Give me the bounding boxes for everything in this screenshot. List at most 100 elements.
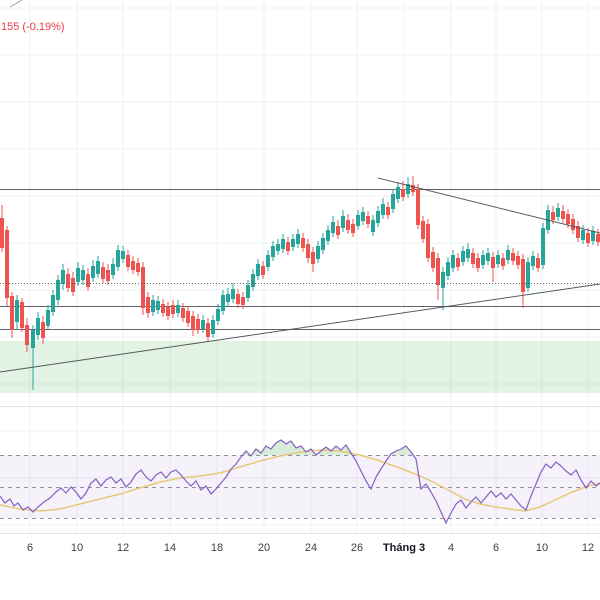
candle-body: [181, 308, 185, 318]
candle-body: [466, 249, 470, 258]
time-tick-label: 26: [350, 542, 364, 554]
grid: [0, 0, 600, 533]
candle-body: [186, 311, 190, 323]
candle-body: [571, 219, 575, 230]
candle-body: [311, 252, 315, 264]
candle-body: [451, 255, 455, 268]
candle-body: [161, 304, 165, 313]
candle-body: [581, 230, 585, 240]
candle-body: [156, 301, 160, 310]
candle-body: [121, 251, 125, 259]
candle-body: [426, 224, 430, 258]
candle-body: [456, 258, 460, 267]
candle-body: [596, 234, 600, 242]
price-change-label: 155 (-0.19%): [1, 21, 65, 33]
candle-body: [96, 261, 100, 274]
candle-body: [511, 253, 515, 261]
candle-body: [271, 246, 275, 257]
candle-body: [406, 184, 410, 194]
candle-body: [36, 318, 40, 335]
time-tick-label: 20: [257, 542, 271, 554]
candle-body: [66, 274, 70, 288]
candle-body: [441, 272, 445, 288]
candle-body: [446, 262, 450, 276]
candle-body: [101, 267, 105, 279]
candle-body: [351, 224, 355, 233]
candle-body: [306, 244, 310, 258]
candle-body: [126, 255, 130, 267]
candle-body: [361, 212, 365, 221]
candle-body: [471, 253, 475, 264]
candle-body: [521, 259, 525, 292]
candle-body: [61, 270, 65, 284]
candle-body: [141, 267, 145, 308]
candle-body: [416, 189, 420, 225]
rsi-line: [0, 439, 600, 525]
candle-body: [111, 264, 115, 275]
candle-body: [476, 258, 480, 268]
candle-body: [51, 295, 55, 312]
candle-body: [151, 300, 155, 312]
candle-body: [131, 261, 135, 270]
candle-body: [216, 309, 220, 321]
candle-body: [336, 226, 340, 235]
time-tick-label: 6: [26, 542, 34, 554]
support-zone[interactable]: [0, 341, 600, 393]
time-axis[interactable]: 6 10 12 14 18 20 24 26 Tháng 3 4 6 10 12: [0, 540, 600, 560]
candle-body: [266, 255, 270, 267]
candle-body: [356, 215, 360, 226]
time-tick-label: 4: [447, 542, 455, 554]
candle-body: [0, 218, 4, 248]
candle-body: [136, 263, 140, 272]
candle-body: [386, 207, 390, 215]
candle-body: [556, 208, 560, 217]
candle-body: [461, 251, 465, 262]
candle-body: [241, 297, 245, 305]
candle-body: [31, 330, 35, 348]
candle-body: [291, 239, 295, 247]
candle-body: [296, 234, 300, 244]
candle-body: [591, 231, 595, 241]
candle-body: [91, 266, 95, 278]
candle-body: [146, 297, 150, 313]
time-tick-label: 18: [210, 542, 224, 554]
candle-body: [276, 244, 280, 251]
candle-body: [71, 278, 75, 292]
candle-body: [116, 250, 120, 267]
candle-body: [516, 256, 520, 265]
candle-body: [541, 228, 545, 265]
time-tick-label: 10: [70, 542, 84, 554]
candle-body: [366, 216, 370, 224]
candle-body: [346, 220, 350, 230]
candle-body: [201, 320, 205, 329]
candle-body: [286, 242, 290, 251]
candle-body: [321, 238, 325, 250]
candle-body: [486, 253, 490, 261]
candle-body: [501, 258, 505, 266]
time-tick-label: 10: [535, 542, 549, 554]
candle-body: [211, 320, 215, 334]
candle-body: [76, 268, 80, 282]
candle-body: [496, 255, 500, 264]
candle-body: [566, 214, 570, 224]
candle-body: [401, 189, 405, 197]
trendline-descending-resistance[interactable]: [377, 177, 600, 234]
candle-body: [371, 220, 375, 232]
candle-body: [341, 216, 345, 228]
candle-body: [561, 211, 565, 219]
candle-body: [246, 285, 250, 298]
candle-body: [481, 255, 485, 265]
time-tick-label: 12: [116, 542, 130, 554]
candle-body: [431, 252, 435, 268]
candle-body: [331, 222, 335, 233]
candle-body: [281, 239, 285, 249]
candle-body: [226, 294, 230, 302]
candle-body: [41, 322, 45, 338]
candle-body: [206, 323, 210, 337]
candle-body: [251, 274, 255, 287]
trendline-ascending-support[interactable]: [0, 283, 600, 373]
time-tick-label: 14: [163, 542, 177, 554]
candle-body: [491, 257, 495, 268]
time-tick-label: 12: [581, 542, 595, 554]
